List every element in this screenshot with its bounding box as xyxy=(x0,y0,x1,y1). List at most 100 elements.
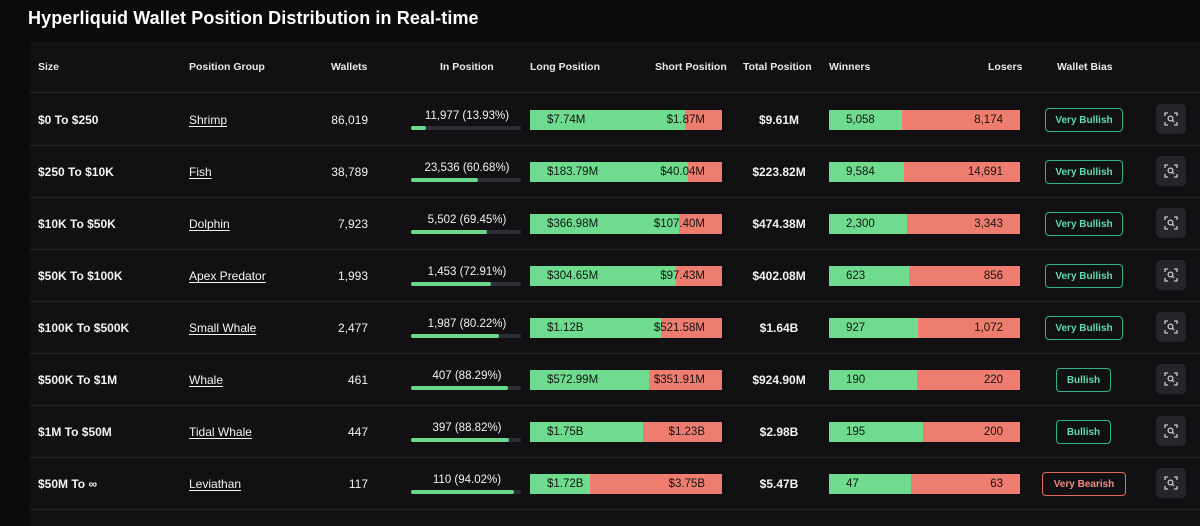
long-short-bar: $1.75B $1.23B xyxy=(530,422,722,442)
winners-value: 195 xyxy=(846,426,866,438)
long-short-bar: $304.65M $97.43M xyxy=(530,266,722,286)
total-position-cell: $5.47B xyxy=(759,477,799,491)
winners-value: 2,300 xyxy=(846,218,875,230)
winners-losers-bar: 927 1,072 xyxy=(829,318,1020,338)
table-row[interactable]: $250 To $10K Fish 38,789 23,536 (60.68%) $18… xyxy=(30,146,1200,198)
size-cell: $0 To $250 xyxy=(38,113,99,127)
header-in-position[interactable]: In Position xyxy=(440,61,494,73)
scan-button[interactable] xyxy=(1156,208,1186,238)
wallet-bias-badge: Bullish xyxy=(1056,420,1111,444)
wallet-bias-badge: Very Bullish xyxy=(1045,108,1123,132)
in-position-bar xyxy=(411,178,521,182)
losers-segment xyxy=(901,110,1020,130)
header-long-position[interactable]: Long Position xyxy=(530,61,600,73)
header-wallet-bias[interactable]: Wallet Bias xyxy=(1057,61,1113,73)
header-total-position[interactable]: Total Position xyxy=(743,61,812,73)
winners-value: 5,058 xyxy=(846,114,875,126)
in-position-bar-fill xyxy=(411,126,427,130)
wallets-cell: 447 xyxy=(347,425,368,439)
winners-segment xyxy=(829,474,911,494)
in-position-text: 1,453 (72.91%) xyxy=(427,266,507,278)
wallet-bias-badge: Very Bearish xyxy=(1042,472,1126,496)
table-row[interactable]: $0 To $250 Shrimp 86,019 11,977 (13.93%) $7.… xyxy=(30,94,1200,146)
position-group-link[interactable]: Small Whale xyxy=(189,321,257,335)
position-group-link[interactable]: Dolphin xyxy=(189,217,230,231)
long-segment xyxy=(530,266,676,286)
table-row[interactable]: $500K To $1M Whale 461 407 (88.29%) $572.99M… xyxy=(30,354,1200,406)
size-cell: $50K To $100K xyxy=(38,269,123,283)
scan-button[interactable] xyxy=(1156,104,1186,134)
short-position-value: $1.23B xyxy=(668,426,705,438)
scan-button[interactable] xyxy=(1156,260,1186,290)
in-position-bar-fill xyxy=(411,230,488,234)
wallets-cell: 2,477 xyxy=(337,321,368,335)
short-segment xyxy=(684,110,722,130)
short-segment xyxy=(642,422,722,442)
in-position-bar-fill xyxy=(411,386,509,390)
winners-value: 190 xyxy=(846,374,866,386)
in-position-bar-fill xyxy=(411,438,509,442)
total-position-cell: $2.98B xyxy=(759,425,799,439)
scan-button[interactable] xyxy=(1156,156,1186,186)
winners-value: 927 xyxy=(846,322,866,334)
size-cell: $1M To $50M xyxy=(38,425,112,439)
losers-value: 1,072 xyxy=(974,322,1003,334)
table-row[interactable]: $1M To $50M Tidal Whale 447 397 (88.82%) $1.… xyxy=(30,406,1200,458)
position-group-link[interactable]: Whale xyxy=(189,373,224,387)
header-short-position[interactable]: Short Position xyxy=(655,61,727,73)
header-position-group[interactable]: Position Group xyxy=(189,61,265,73)
winners-segment xyxy=(829,422,924,442)
wallet-bias-badge: Bullish xyxy=(1056,368,1111,392)
in-position-bar xyxy=(411,490,521,494)
long-segment xyxy=(530,422,643,442)
in-position-text: 407 (88.29%) xyxy=(432,370,502,382)
position-group-link[interactable]: Apex Predator xyxy=(189,269,266,283)
scan-button[interactable] xyxy=(1156,312,1186,342)
in-position-text: 110 (94.02%) xyxy=(432,474,502,486)
header-size[interactable]: Size xyxy=(38,61,60,73)
position-group-link[interactable]: Tidal Whale xyxy=(189,425,252,439)
long-segment xyxy=(530,370,649,390)
scan-button[interactable] xyxy=(1156,416,1186,446)
scan-icon xyxy=(1164,320,1178,334)
in-position-bar xyxy=(411,230,521,234)
table-row[interactable]: $50K To $100K Apex Predator 1,993 1,453 (72… xyxy=(30,250,1200,302)
long-short-bar: $366.98M $107.40M xyxy=(530,214,722,234)
winners-segment xyxy=(829,162,905,182)
short-segment xyxy=(590,474,722,494)
header-losers[interactable]: Losers xyxy=(988,61,1023,73)
position-group-link[interactable]: Fish xyxy=(189,165,212,179)
winners-losers-bar: 2,300 3,343 xyxy=(829,214,1020,234)
winners-segment xyxy=(829,370,918,390)
winners-losers-bar: 195 200 xyxy=(829,422,1020,442)
header-wallets[interactable]: Wallets xyxy=(331,61,368,73)
wallet-bias-badge: Very Bullish xyxy=(1045,316,1123,340)
scan-icon xyxy=(1164,372,1178,386)
table-row[interactable]: $50M To ∞ Leviathan 117 110 (94.02%) $1.72B $… xyxy=(30,458,1200,510)
short-position-value: $107.40M xyxy=(653,218,705,230)
scan-icon xyxy=(1164,164,1178,178)
winners-segment xyxy=(829,318,918,338)
table-row[interactable]: $10K To $50K Dolphin 7,923 5,502 (69.45%) $3… xyxy=(30,198,1200,250)
wallets-cell: 38,789 xyxy=(331,165,368,179)
long-position-value: $572.99M xyxy=(547,374,599,386)
in-position-text: 23,536 (60.68%) xyxy=(424,162,510,174)
position-group-link[interactable]: Shrimp xyxy=(189,113,228,127)
wallet-bias-badge: Very Bullish xyxy=(1045,264,1123,288)
losers-segment xyxy=(904,162,1020,182)
losers-segment xyxy=(917,370,1020,390)
long-short-bar: $1.72B $3.75B xyxy=(530,474,722,494)
size-cell: $250 To $10K xyxy=(38,165,114,179)
long-position-value: $183.79M xyxy=(547,166,599,178)
scan-button[interactable] xyxy=(1156,468,1186,498)
table-row[interactable]: $100K To $500K Small Whale 2,477 1,987 (80.… xyxy=(30,302,1200,354)
scan-icon xyxy=(1164,424,1178,438)
scan-button[interactable] xyxy=(1156,364,1186,394)
long-segment xyxy=(530,110,685,130)
winners-losers-bar: 190 220 xyxy=(829,370,1020,390)
position-group-link[interactable]: Leviathan xyxy=(189,477,242,491)
header-winners[interactable]: Winners xyxy=(829,61,871,73)
losers-value: 856 xyxy=(983,270,1003,282)
long-short-bar: $7.74M $1.87M xyxy=(530,110,722,130)
table-header: Size Position Group Wallets In Position … xyxy=(30,42,1200,93)
